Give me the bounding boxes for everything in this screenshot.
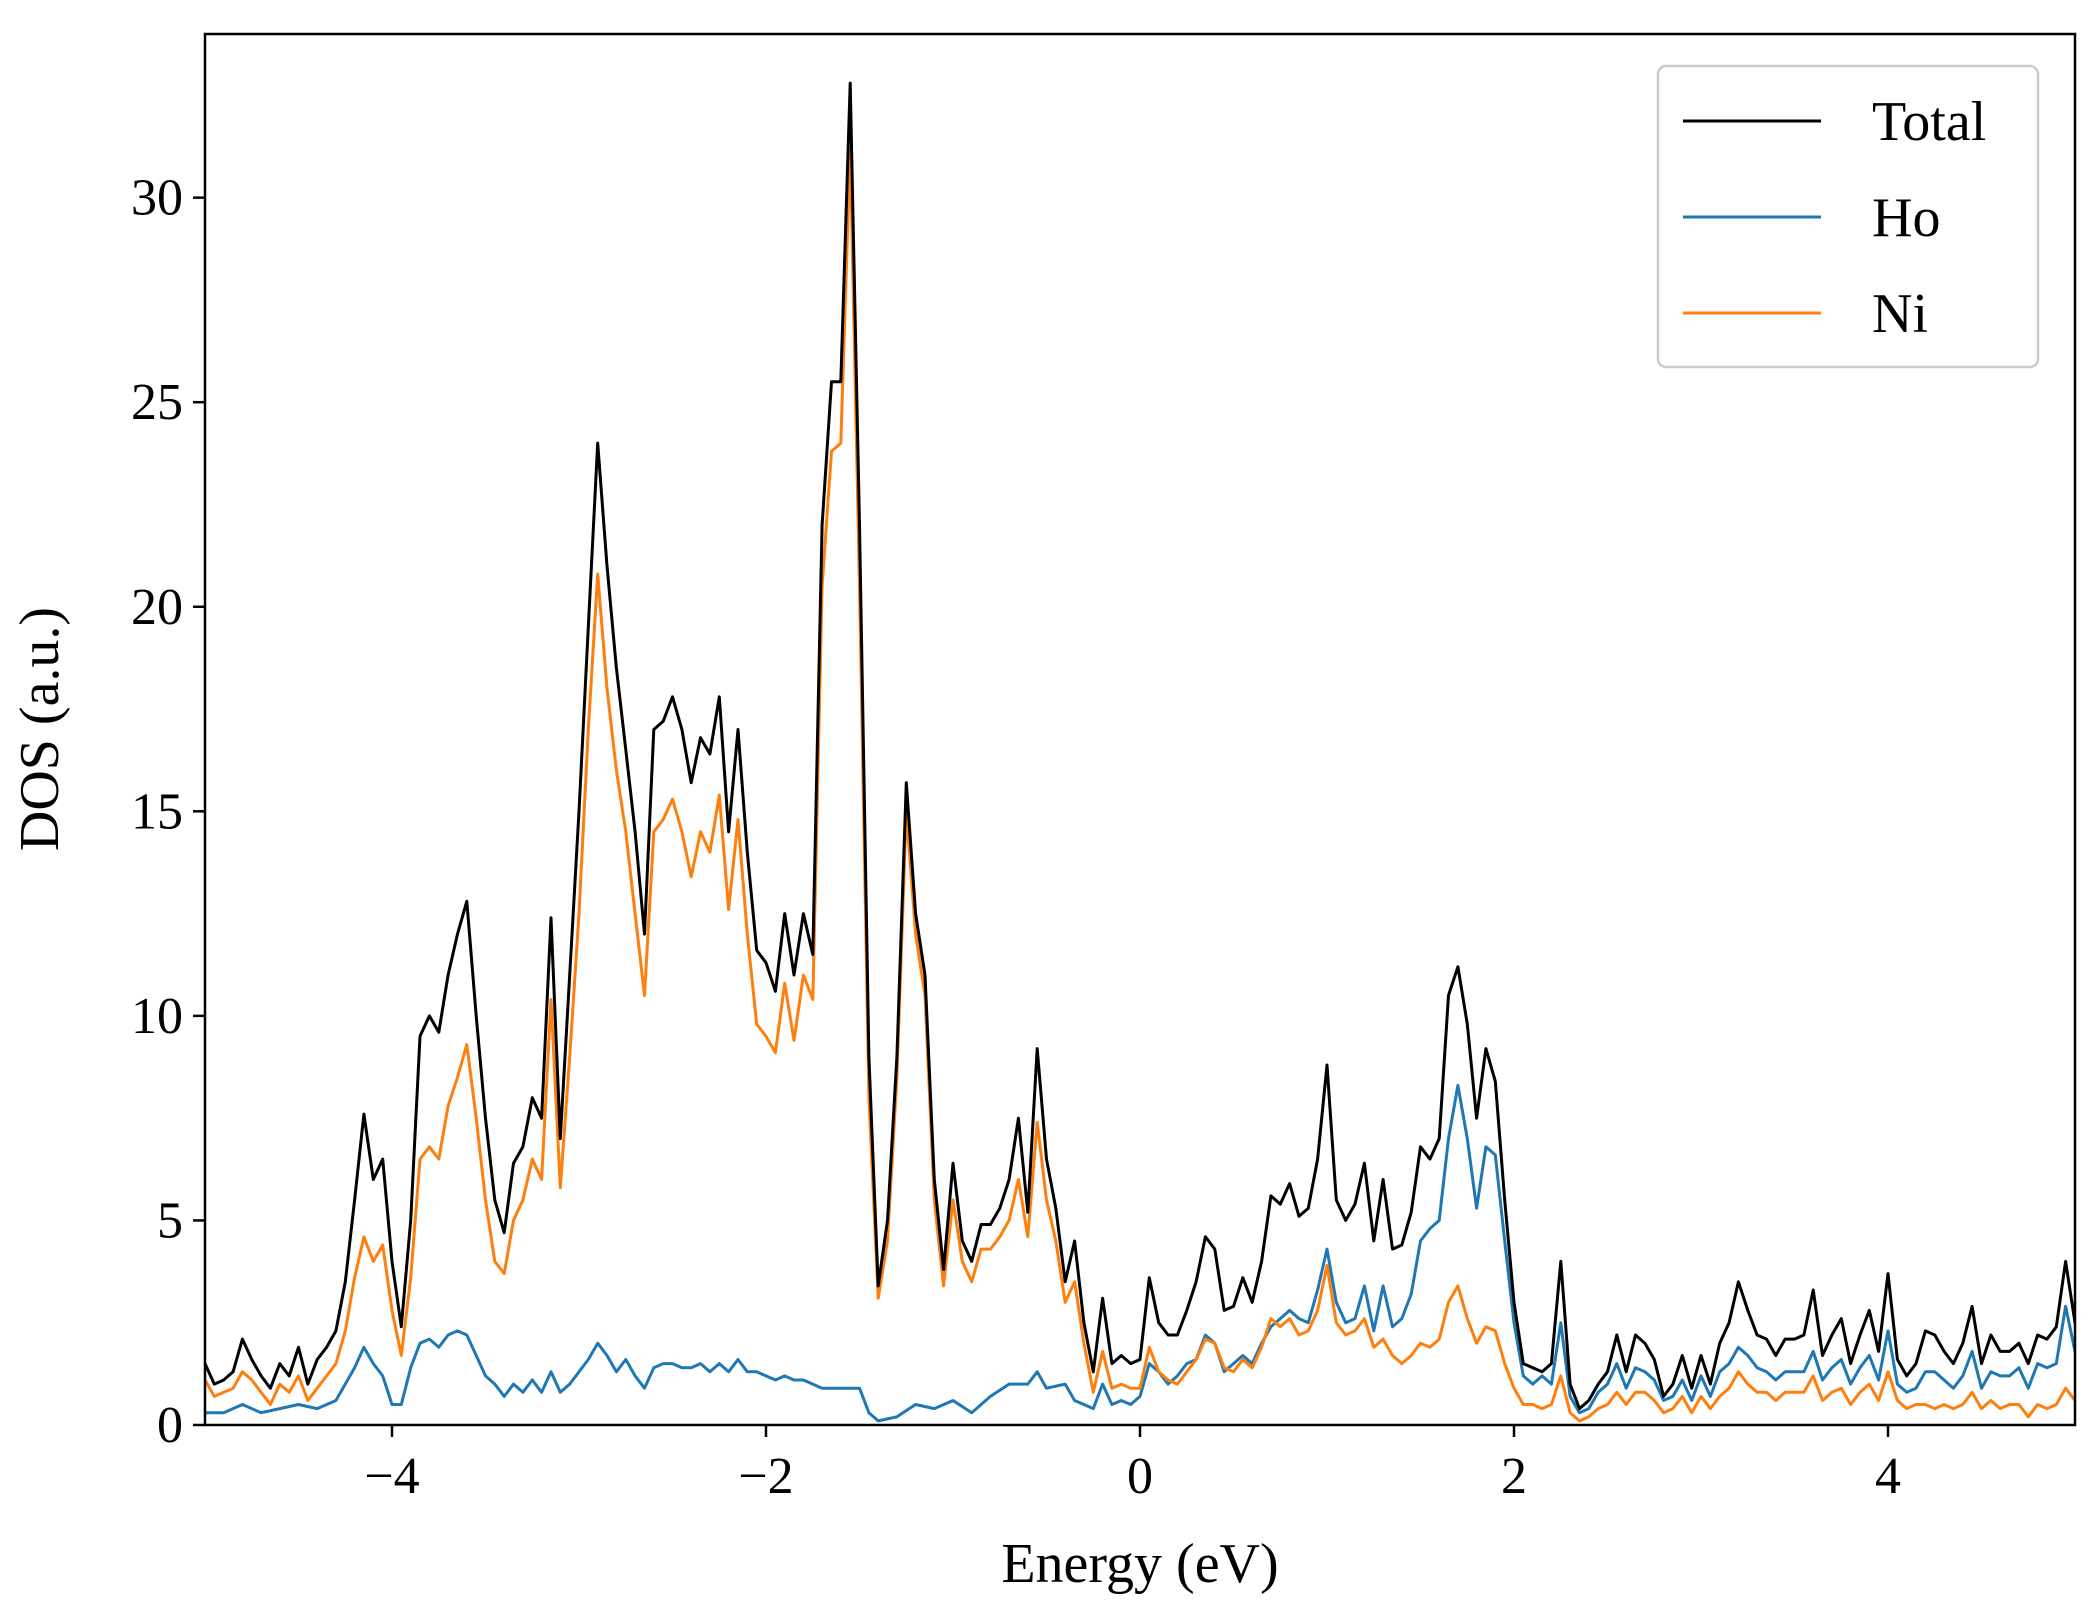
series-layer: [205, 81, 2075, 1423]
y-tick-label: 15: [131, 783, 183, 840]
legend-label-ni: Ni: [1872, 283, 1928, 345]
x-tick-label: −4: [364, 1448, 419, 1505]
y-axis-label: DOS (a.u.): [9, 607, 71, 851]
legend-box: [1656, 64, 2040, 369]
x-tick-label: 2: [1501, 1448, 1527, 1505]
y-tick-label: 25: [131, 374, 183, 431]
x-tick-label: 4: [1875, 1448, 1901, 1505]
y-tick-label: 0: [157, 1397, 183, 1454]
y-tick-label: 5: [157, 1192, 183, 1249]
y-tick-label: 10: [131, 988, 183, 1045]
legend-label-ho: Ho: [1872, 187, 1940, 249]
series-line-total: [205, 81, 2075, 1411]
y-tick-label: 20: [131, 579, 183, 636]
y-tick-label: 30: [131, 170, 183, 227]
legend-label-total: Total: [1872, 91, 1986, 153]
y-axis: 0 5 10 15 20 25 30: [131, 170, 205, 1454]
x-axis: −4 −2 0 2 4: [364, 1425, 1901, 1505]
series-line-ni: [205, 147, 2075, 1423]
legend-entries: Total Ho Ni: [1683, 91, 1986, 345]
x-tick-label: 0: [1127, 1448, 1153, 1505]
x-axis-label: Energy (eV): [1001, 1533, 1278, 1595]
series-line-ho: [205, 1083, 2075, 1423]
legend: Total Ho Ni: [1656, 64, 2040, 369]
x-tick-label: −2: [738, 1448, 793, 1505]
